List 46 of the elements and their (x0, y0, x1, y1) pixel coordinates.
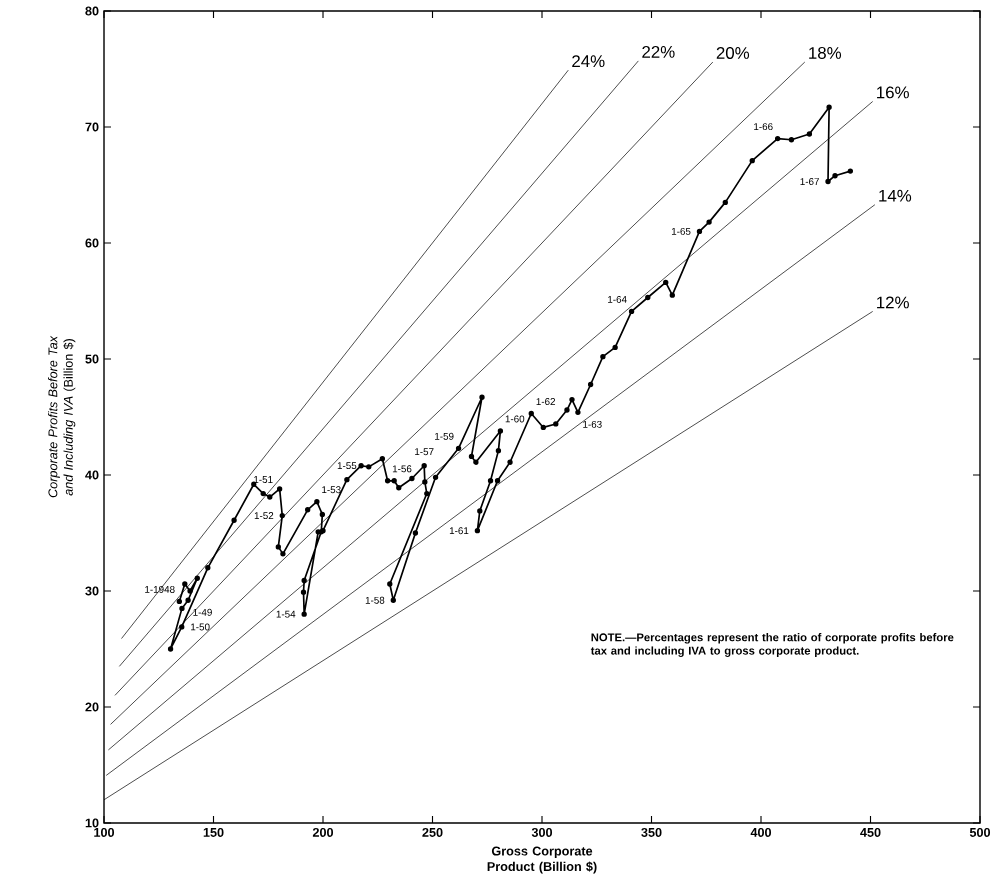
annotation: 1-1948 (145, 585, 175, 593)
annotation: 1-56 (392, 465, 412, 473)
x-tick-label: 250 (422, 827, 443, 837)
series-label: 20% (716, 47, 750, 59)
annotation: 1-59 (435, 432, 454, 440)
series-label: 22% (642, 45, 675, 58)
annotation: 1-67 (800, 178, 819, 185)
x-tick-label: 400 (750, 827, 772, 837)
series-label: 18% (809, 47, 842, 59)
annotation: NOTE.—Percentages represent the ratio of corporate profits before tax and including IVA to gross corporate product. (590, 633, 954, 657)
series-label: 14% (879, 189, 912, 202)
x-tick-label: 500 (969, 827, 991, 837)
annotation: 1-51 (254, 476, 273, 483)
annotation: 1-64 (608, 295, 627, 303)
y-tick-label: 50 (85, 354, 99, 364)
series-label: 16% (877, 86, 909, 99)
series-label: 12% (877, 296, 909, 309)
series-label: 24% (572, 55, 605, 68)
x-tick-label: 300 (531, 827, 553, 837)
x-tick-label: 100 (94, 827, 115, 837)
x-axis-title: Gross Corporate Product (Billion $) (487, 846, 597, 874)
annotation: 1-52 (254, 512, 274, 520)
annotation: 1-65 (671, 227, 691, 235)
x-tick-label: 200 (312, 827, 334, 837)
annotation: 1-61 (449, 527, 469, 535)
y-tick-label: 30 (85, 586, 99, 596)
annotation: 1-57 (415, 448, 434, 456)
annotation: 1-63 (583, 420, 602, 428)
x-tick-label: 350 (641, 827, 662, 837)
y-tick-label: 80 (85, 6, 99, 16)
y-tick-label: 20 (85, 702, 99, 712)
annotation: 1-60 (505, 415, 525, 423)
y-tick-label: 10 (85, 818, 99, 828)
y-tick-label: 70 (85, 122, 99, 132)
annotation: 1-55 (337, 462, 357, 470)
annotation: 1-54 (276, 610, 296, 618)
annotation: 1-50 (191, 623, 210, 631)
x-tick-label: 150 (203, 827, 224, 837)
annotation: 1-53 (322, 486, 341, 494)
annotation: 1-49 (193, 608, 212, 616)
y-tick-label: 40 (85, 470, 99, 480)
x-tick-label: 450 (860, 827, 881, 837)
y-tick-label: 60 (85, 238, 99, 248)
annotation: 1-58 (365, 596, 385, 604)
annotation: 1-66 (754, 123, 773, 131)
annotation: 1-62 (536, 398, 556, 405)
